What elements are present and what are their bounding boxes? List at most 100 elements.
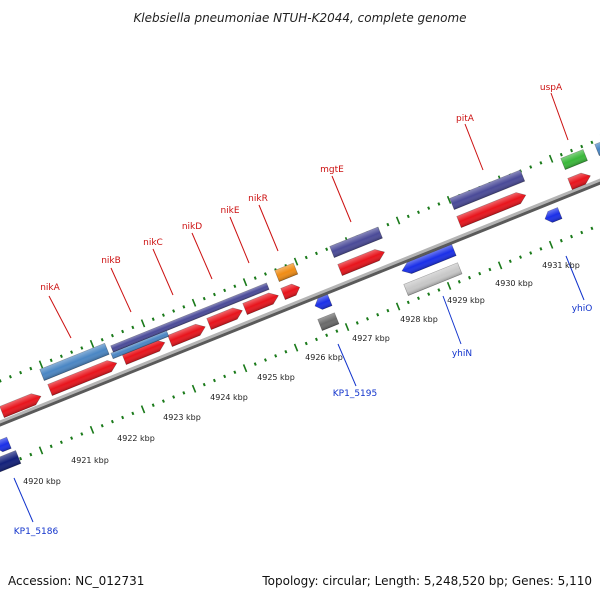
lower-track-minor-tick [161, 399, 165, 403]
top-gene-8 [337, 249, 385, 276]
lower-track-major-tick [38, 446, 44, 455]
lower-tick-track [0, 220, 600, 469]
bottom-gene-1 [0, 436, 12, 453]
top-gene-edge [594, 140, 600, 156]
lower-track-minor-tick [570, 234, 574, 239]
bottom-gene-4 [317, 312, 340, 331]
lower-track-minor-tick [478, 271, 482, 276]
yhiN-leader [442, 295, 462, 345]
top-gene-6 [242, 292, 279, 315]
bottom-gene-7 [544, 207, 563, 223]
upper-track-major-tick [140, 319, 146, 328]
lower-track-minor-tick [212, 378, 216, 383]
uspA-leader [550, 92, 569, 141]
tick-label-4929: 4929 kbp [447, 296, 485, 305]
lower-track-minor-tick [223, 374, 227, 379]
gene-label-nikC: nikC [143, 238, 163, 248]
gene-label-KP1_5195: KP1_5195 [333, 389, 377, 399]
gene-label-uspA: uspA [540, 83, 563, 93]
lower-track-minor-tick [386, 308, 390, 313]
nikC-leader [152, 248, 174, 296]
lower-track-minor-tick [325, 333, 329, 338]
top-gene-1 [0, 393, 42, 418]
upper-track-minor-tick [253, 276, 257, 280]
lower-track-minor-tick [335, 329, 339, 333]
lower-track-major-tick [497, 261, 503, 270]
top-gene-5 [206, 307, 243, 330]
lower-track-minor-tick [519, 255, 523, 259]
bottom-gene-6 [403, 262, 463, 296]
lower-track-minor-tick [59, 440, 63, 444]
lower-track-minor-tick [121, 415, 125, 420]
lower-track-minor-tick [376, 312, 380, 317]
upper-track-minor-tick [80, 346, 84, 350]
lower-track-minor-tick [468, 275, 471, 280]
upper-track-minor-tick [59, 354, 63, 358]
KP1_5195-leader [337, 343, 357, 387]
lower-track-major-tick [344, 323, 350, 332]
KP1_5186-leader [13, 477, 34, 523]
top-gene-16 [567, 172, 591, 190]
tick-label-4927: 4927 kbp [352, 334, 390, 343]
genome-summary-text: Topology: circular; Length: 5,248,520 bp… [261, 574, 592, 588]
upper-track-minor-tick [559, 152, 563, 157]
top-gene-9 [456, 192, 527, 228]
upper-track-minor-tick [529, 165, 533, 169]
gene-label-KP1_5186: KP1_5186 [14, 527, 59, 537]
upper-track-minor-tick [580, 144, 584, 149]
upper-track-minor-tick [8, 375, 12, 379]
upper-track-minor-tick [131, 325, 135, 330]
tick-label-4921: 4921 kbp [71, 456, 109, 465]
lower-track-minor-tick [488, 267, 492, 272]
top-gene-4 [167, 323, 206, 347]
upper-track-minor-tick [202, 296, 206, 301]
upper-track-minor-tick [427, 206, 431, 210]
lower-track-major-tick [191, 384, 197, 393]
gene-layer [0, 140, 600, 473]
upper-track-major-tick [38, 360, 44, 369]
upper-track-minor-tick [325, 247, 329, 252]
lower-track-minor-tick [355, 321, 359, 325]
genome-backbone [0, 178, 600, 427]
gene-label-nikA: nikA [40, 283, 60, 293]
nikD-leader [191, 232, 213, 280]
bottom-gene-3 [314, 294, 333, 310]
upper-track-minor-tick [29, 366, 33, 371]
upper-track-minor-tick [19, 370, 23, 375]
upper-track-minor-tick [539, 161, 543, 165]
lower-track-minor-tick [182, 391, 186, 395]
lower-track-minor-tick [508, 259, 512, 264]
upper-track-minor-tick [417, 210, 420, 215]
upper-track-minor-tick [304, 255, 308, 260]
gene-label-mgtE: mgtE [320, 165, 344, 175]
upper-track-major-tick [548, 154, 554, 163]
gene-label-pitA: pitA [456, 114, 475, 124]
lower-track-major-tick [446, 281, 452, 290]
top-gene-7 [280, 283, 301, 300]
lower-track-minor-tick [19, 456, 23, 461]
lower-track-minor-tick [131, 411, 135, 416]
upper-track-minor-tick [0, 379, 2, 383]
lower-track-major-tick [242, 364, 248, 373]
top-gene-13 [560, 149, 588, 170]
top-gene-2 [47, 360, 118, 396]
top-gene-10 [274, 262, 299, 282]
lower-track-minor-tick [437, 288, 441, 292]
lower-track-minor-tick [233, 370, 237, 375]
top-gene-12 [329, 226, 383, 258]
tick-labels: 4920 kbp 4921 kbp 4922 kbp 4923 kbp 4924… [23, 261, 580, 486]
gene-label-yhiN: yhiN [452, 349, 472, 359]
top-gene-15 [449, 169, 526, 210]
tick-label-4922: 4922 kbp [117, 434, 155, 443]
pitA-leader [464, 123, 484, 171]
lower-track-minor-tick [29, 452, 33, 457]
nikB-leader [110, 267, 132, 313]
upper-track-minor-tick [172, 309, 176, 313]
tick-label-4925: 4925 kbp [257, 373, 295, 382]
nikR-leader [258, 204, 279, 252]
upper-track-minor-tick [233, 284, 237, 289]
upper-track-major-tick [242, 278, 248, 287]
lower-track-minor-tick [70, 436, 74, 440]
upper-track-major-tick [89, 339, 95, 348]
gene-label-yhiO: yhiO [572, 304, 593, 314]
